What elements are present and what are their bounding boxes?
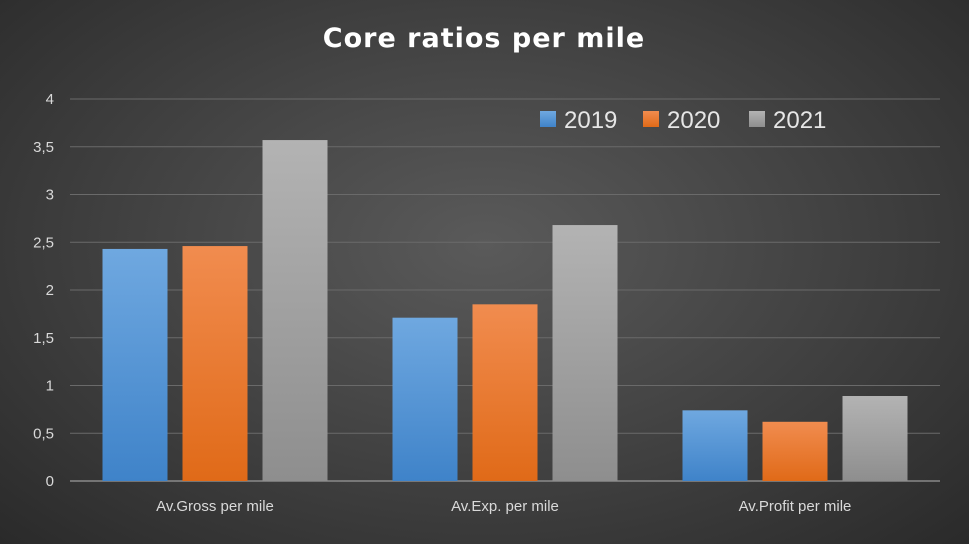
bar-2021-3 [842,396,908,481]
y-tick-label: 4 [46,91,54,108]
bar-2021-2 [552,225,618,481]
y-tick-label: 3,5 [33,139,54,156]
chart-title: Core ratios per mile [323,23,645,54]
legend-swatch-2021 [749,111,765,127]
bar-2020-3 [762,421,828,481]
bar-2019-3 [682,410,748,481]
y-tick-label: 2,5 [33,234,54,251]
y-tick-label: 3 [46,187,54,204]
bar-2020-1 [182,246,248,481]
y-tick-label: 0,5 [33,425,54,442]
x-category-label: Av.Exp. per mile [451,498,559,515]
legend-swatch-2019 [540,111,556,127]
legend-swatch-2020 [643,111,659,127]
x-category-label: Av.Gross per mile [156,498,274,515]
bar-2019-2 [392,317,458,481]
legend-label-2020: 2020 [667,107,720,134]
y-axis-ticks: 0 0,5 1 1,5 2 2,5 3 3,5 4 [33,91,54,490]
legend: 2019 2020 2021 [540,107,826,134]
bar-2021-1 [262,140,328,481]
x-axis-labels: Av.Gross per mile Av.Exp. per mile Av.Prof… [156,498,851,515]
x-category-label: Av.Profit per mile [739,498,852,515]
y-tick-label: 0 [46,473,54,490]
bar-2020-2 [472,304,538,481]
y-tick-label: 1 [46,378,54,395]
bar-2019-1 [102,248,168,481]
y-tick-label: 1,5 [33,330,54,347]
y-tick-label: 2 [46,282,54,299]
bars [102,140,908,481]
legend-label-2021: 2021 [773,107,826,134]
legend-label-2019: 2019 [564,107,617,134]
